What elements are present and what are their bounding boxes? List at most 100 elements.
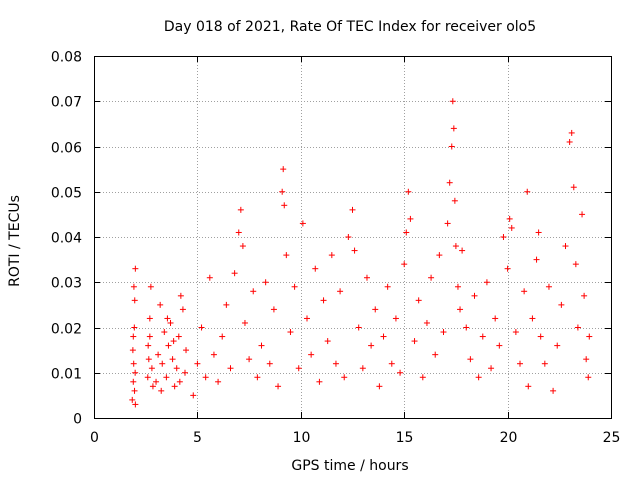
data-point xyxy=(130,378,137,385)
data-point xyxy=(131,297,138,304)
data-point xyxy=(440,329,447,336)
data-point xyxy=(170,338,177,345)
data-point xyxy=(130,283,137,290)
data-point xyxy=(328,252,335,259)
data-point xyxy=(165,342,172,349)
data-point xyxy=(496,342,503,349)
data-point xyxy=(450,125,457,132)
data-point xyxy=(145,356,152,363)
data-point xyxy=(570,184,577,191)
data-point xyxy=(376,383,383,390)
data-point xyxy=(341,374,348,381)
y-tick-label: 0.05 xyxy=(51,186,82,202)
x-tick-label: 25 xyxy=(603,430,621,446)
data-point xyxy=(388,360,395,367)
data-point xyxy=(194,360,201,367)
data-point xyxy=(479,333,486,340)
data-point xyxy=(524,188,531,195)
data-point xyxy=(550,387,557,394)
data-point xyxy=(130,360,137,367)
data-point xyxy=(363,274,370,281)
data-point xyxy=(266,360,273,367)
data-point xyxy=(145,342,152,349)
data-point xyxy=(448,143,455,150)
data-point xyxy=(521,288,528,295)
data-point xyxy=(562,243,569,250)
data-point xyxy=(545,283,552,290)
data-point xyxy=(176,378,183,385)
data-points xyxy=(129,98,593,408)
data-point xyxy=(397,369,404,376)
data-point xyxy=(320,297,327,304)
data-point xyxy=(132,401,139,408)
data-point xyxy=(262,279,269,286)
y-tick-label: 0.08 xyxy=(51,50,82,66)
data-point xyxy=(444,220,451,227)
data-point xyxy=(316,378,323,385)
data-point xyxy=(488,365,495,372)
data-point xyxy=(129,396,136,403)
data-point xyxy=(241,319,248,326)
data-point xyxy=(158,387,165,394)
data-point xyxy=(270,306,277,313)
data-point xyxy=(517,360,524,367)
data-point xyxy=(147,283,154,290)
data-point xyxy=(198,324,205,331)
x-tick-label: 5 xyxy=(193,430,202,446)
data-point xyxy=(359,365,366,372)
data-point xyxy=(504,265,511,272)
data-point xyxy=(351,247,358,254)
data-point xyxy=(428,274,435,281)
data-point xyxy=(132,265,139,272)
data-point xyxy=(572,261,579,268)
data-point xyxy=(579,211,586,218)
data-point xyxy=(500,234,507,240)
data-point xyxy=(506,215,513,222)
data-point xyxy=(131,324,138,331)
data-point xyxy=(287,329,294,336)
data-point xyxy=(167,319,174,326)
data-point xyxy=(581,292,588,299)
data-point xyxy=(583,356,590,363)
data-point xyxy=(454,283,461,290)
data-point xyxy=(533,256,540,263)
data-point xyxy=(181,369,188,376)
data-point xyxy=(312,265,319,272)
data-point xyxy=(131,387,138,394)
data-point xyxy=(254,374,261,381)
data-point xyxy=(190,392,197,399)
data-point xyxy=(483,279,490,286)
data-point xyxy=(279,188,286,195)
data-point xyxy=(308,351,315,358)
data-point xyxy=(368,342,375,349)
data-point xyxy=(215,378,222,385)
axis-ticks: 0 5 10 15 20 25 0 0.01 0.02 0.03 0.04 0.05 0.06 0.07 0… xyxy=(51,50,621,447)
data-point xyxy=(467,356,474,363)
data-point xyxy=(164,315,171,322)
data-point xyxy=(324,338,331,345)
data-point xyxy=(250,288,257,295)
data-point xyxy=(332,360,339,367)
data-point xyxy=(275,383,282,390)
data-point xyxy=(175,333,182,340)
data-point xyxy=(304,315,311,322)
data-point xyxy=(586,333,593,340)
data-point xyxy=(148,365,155,372)
y-tick-label: 0.06 xyxy=(51,141,82,157)
data-point xyxy=(153,378,160,385)
data-point xyxy=(146,333,153,340)
y-tick-label: 0.02 xyxy=(51,322,82,338)
data-point xyxy=(419,374,426,381)
data-point xyxy=(295,365,302,372)
data-point xyxy=(239,243,246,250)
data-point xyxy=(535,229,542,236)
data-point xyxy=(280,166,287,173)
data-point xyxy=(299,220,306,227)
data-point xyxy=(169,356,176,363)
data-point xyxy=(173,365,180,372)
data-point xyxy=(558,301,565,308)
data-point xyxy=(349,206,356,213)
data-point xyxy=(132,369,139,376)
data-point xyxy=(210,351,217,358)
